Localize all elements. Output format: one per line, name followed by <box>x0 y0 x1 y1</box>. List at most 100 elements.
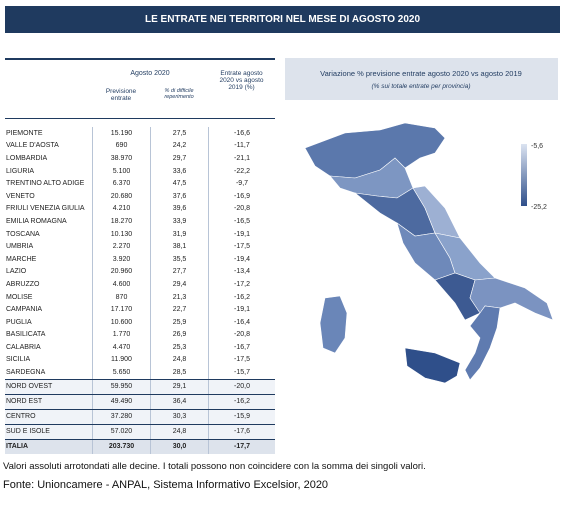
table-row: UMBRIA 2.270 38,1 -17,5 <box>5 240 275 253</box>
cell: 203.730 <box>92 439 150 454</box>
cell: 4.210 <box>92 202 150 216</box>
cell: 27,5 <box>150 127 208 140</box>
cell: 26,9 <box>150 328 208 342</box>
row-label: EMILIA ROMAGNA <box>6 217 67 225</box>
row-label: PUGLIA <box>6 318 32 326</box>
cell: 27,7 <box>150 265 208 279</box>
row-label: LOMBARDIA <box>6 154 48 162</box>
table-row: SARDEGNA 5.650 28,5 -15,7 <box>5 366 275 379</box>
cell: 3.920 <box>92 252 150 266</box>
cell: 1.770 <box>92 328 150 342</box>
cell: -13,4 <box>208 265 275 279</box>
spacer <box>5 119 275 127</box>
cell: 25,3 <box>150 341 208 354</box>
table-row: ABRUZZO 4.600 29,4 -17,2 <box>5 278 275 291</box>
cell: 10.600 <box>92 315 150 329</box>
cell: -17,2 <box>208 278 275 291</box>
map-subtitle: (% sui totale entrate per provincia) <box>372 83 471 90</box>
cell: -19,1 <box>208 303 275 316</box>
table-row: CENTRO 37.280 30,3 -15,9 <box>5 408 275 424</box>
table-row: VENETO 20.680 37,6 -16,9 <box>5 189 275 203</box>
map-header-bg <box>285 58 558 100</box>
cell: 690 <box>92 139 150 153</box>
cell: 39,6 <box>150 202 208 216</box>
cell: -16,2 <box>208 290 275 304</box>
table-row: PIEMONTE 15.190 27,5 -16,6 <box>5 127 275 140</box>
cell: -17,5 <box>208 240 275 253</box>
cell: 22,7 <box>150 303 208 316</box>
cell: 38,1 <box>150 240 208 253</box>
row-label: LAZIO <box>6 268 27 276</box>
cell: -15,9 <box>208 409 275 424</box>
row-label: CENTRO <box>6 413 36 421</box>
cell: 37,6 <box>150 189 208 203</box>
table-row: ITALIA 203.730 30,0 -17,7 <box>5 438 275 454</box>
cell: 28,5 <box>150 366 208 379</box>
cell: 5.650 <box>92 366 150 379</box>
cell: 29,7 <box>150 152 208 165</box>
table-row: LOMBARDIA 38.970 29,7 -21,1 <box>5 152 275 165</box>
row-label: ITALIA <box>6 443 29 451</box>
cell: 33,6 <box>150 164 208 178</box>
column-header: Entrate agosto 2020 vs agosto 2019 (%) <box>219 70 264 91</box>
cell: 15.190 <box>92 127 150 140</box>
cell: -20,0 <box>208 379 275 394</box>
cell: 29,4 <box>150 278 208 291</box>
cell: -15,7 <box>208 366 275 379</box>
cell: 59.950 <box>92 379 150 394</box>
table-row: SUD E ISOLE 57.020 24,8 -17,6 <box>5 423 275 439</box>
row-label: VALLE D'AOSTA <box>6 142 59 150</box>
row-label: SARDEGNA <box>6 369 46 377</box>
cell: 25,9 <box>150 315 208 329</box>
table-row: LAZIO 20.960 27,7 -13,4 <box>5 265 275 279</box>
cell: 35,5 <box>150 252 208 266</box>
cell: 33,9 <box>150 215 208 228</box>
row-label: BASILICATA <box>6 331 46 339</box>
cell: 4.600 <box>92 278 150 291</box>
table-row: BASILICATA 1.770 26,9 -20,8 <box>5 328 275 342</box>
cell: 29,1 <box>150 379 208 394</box>
row-label: LIGURIA <box>6 167 35 175</box>
table-row: FRIULI VENEZIA GIULIA 4.210 39,6 -20,8 <box>5 202 275 216</box>
table-header: Agosto 2020 Previsione entrate % di diffic… <box>5 58 275 119</box>
cell: -16,9 <box>208 189 275 203</box>
cell: -16,4 <box>208 315 275 329</box>
source: Fonte: Unioncamere - ANPAL, Sistema Info… <box>3 479 329 491</box>
cell: -11,7 <box>208 139 275 153</box>
row-label: FRIULI VENEZIA GIULIA <box>6 205 85 213</box>
table-row: VALLE D'AOSTA 690 24,2 -11,7 <box>5 139 275 153</box>
cell: -22,2 <box>208 164 275 178</box>
cell: 18.270 <box>92 215 150 228</box>
table-row: CALABRIA 4.470 25,3 -16,7 <box>5 341 275 354</box>
cell: 4.470 <box>92 341 150 354</box>
cell: 21,3 <box>150 290 208 304</box>
row-label: SICILIA <box>6 356 31 364</box>
cell: 57.020 <box>92 424 150 439</box>
cell: 11.900 <box>92 353 150 367</box>
table-row: LIGURIA 5.100 33,6 -22,2 <box>5 164 275 178</box>
cell: 20.960 <box>92 265 150 279</box>
row-label: PIEMONTE <box>6 129 43 137</box>
table-row: NORD EST 49.490 36,4 -16,2 <box>5 393 275 409</box>
row-label: NORD EST <box>6 398 43 406</box>
cell: -21,1 <box>208 152 275 165</box>
cell: 37.280 <box>92 409 150 424</box>
legend-gradient <box>521 144 527 206</box>
row-label: TOSCANA <box>6 230 40 238</box>
cell: -17,7 <box>208 439 275 454</box>
map-title: Variazione % previsione entrate agosto 2… <box>320 69 522 78</box>
cell: 6.370 <box>92 177 150 190</box>
row-label: ABRUZZO <box>6 280 40 288</box>
cell: 24,8 <box>150 353 208 367</box>
map-panel: Variazione % previsione entrate agosto 2… <box>285 58 558 384</box>
row-label: CALABRIA <box>6 343 41 351</box>
column-header: Previsione entrate <box>105 88 137 102</box>
legend-min: -25,2 <box>531 204 547 211</box>
column-header: % di difficile reperimento <box>164 88 194 100</box>
cell: 5.100 <box>92 164 150 178</box>
legend-max: -5,6 <box>531 143 543 150</box>
cell: -17,5 <box>208 353 275 367</box>
cell: 31,9 <box>150 227 208 241</box>
group-header: Agosto 2020 <box>130 70 170 77</box>
